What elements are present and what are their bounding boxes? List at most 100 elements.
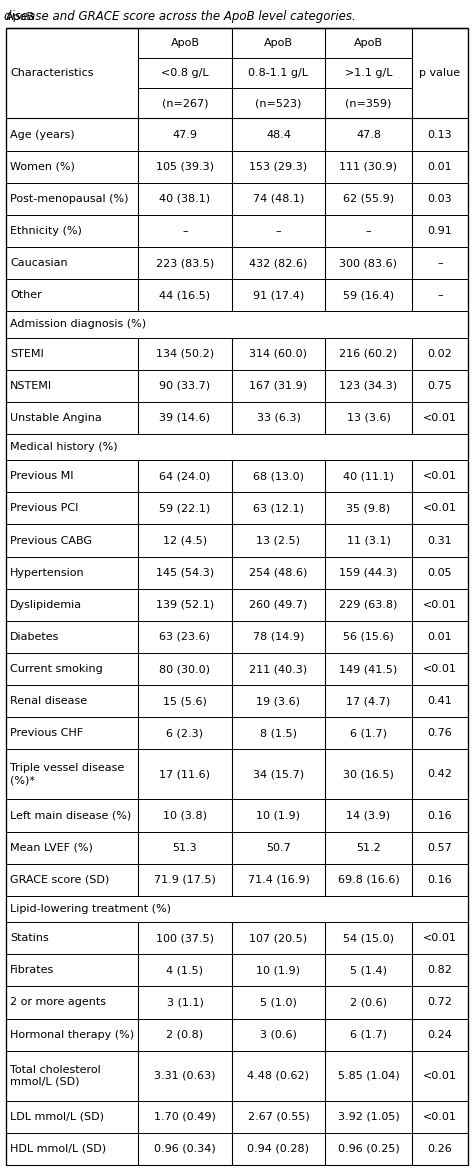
Text: 0.8-1.1 g/L: 0.8-1.1 g/L xyxy=(248,68,309,79)
Text: 12 (4.5): 12 (4.5) xyxy=(163,536,207,545)
Text: 17 (4.7): 17 (4.7) xyxy=(346,696,391,707)
Text: 50.7: 50.7 xyxy=(266,843,291,853)
Text: 0.75: 0.75 xyxy=(428,381,452,390)
Text: 0.57: 0.57 xyxy=(428,843,452,853)
Text: ApoB: ApoB xyxy=(171,38,200,48)
Text: 91 (17.4): 91 (17.4) xyxy=(253,291,304,300)
Text: 211 (40.3): 211 (40.3) xyxy=(249,665,308,674)
Text: <0.01: <0.01 xyxy=(423,1071,457,1081)
Text: 69.8 (16.6): 69.8 (16.6) xyxy=(337,874,400,885)
Text: 149 (41.5): 149 (41.5) xyxy=(339,665,398,674)
Text: 10 (1.9): 10 (1.9) xyxy=(256,811,301,820)
Text: 63 (23.6): 63 (23.6) xyxy=(159,632,210,642)
Text: <0.01: <0.01 xyxy=(423,933,457,943)
Text: 17 (11.6): 17 (11.6) xyxy=(159,770,210,779)
Text: 0.05: 0.05 xyxy=(428,567,452,578)
Text: 134 (50.2): 134 (50.2) xyxy=(156,348,214,359)
Text: 2 (0.8): 2 (0.8) xyxy=(166,1030,203,1040)
Text: 34 (15.7): 34 (15.7) xyxy=(253,770,304,779)
Text: 59 (16.4): 59 (16.4) xyxy=(343,291,394,300)
Text: 80 (30.0): 80 (30.0) xyxy=(159,665,210,674)
Text: 5 (1.4): 5 (1.4) xyxy=(350,966,387,975)
Bar xyxy=(6,312,468,338)
Text: 59 (22.1): 59 (22.1) xyxy=(159,504,210,513)
Bar xyxy=(6,895,468,922)
Text: 0.01: 0.01 xyxy=(428,632,452,642)
Text: 8 (1.5): 8 (1.5) xyxy=(260,729,297,738)
Text: <0.01: <0.01 xyxy=(423,665,457,674)
Text: NSTEMI: NSTEMI xyxy=(10,381,52,390)
Text: 123 (34.3): 123 (34.3) xyxy=(339,381,398,390)
Text: Total cholesterol
mmol/L (SD): Total cholesterol mmol/L (SD) xyxy=(10,1064,101,1086)
Text: Other: Other xyxy=(10,291,42,300)
Text: 19 (3.6): 19 (3.6) xyxy=(256,696,301,707)
Text: 2.67 (0.55): 2.67 (0.55) xyxy=(247,1112,310,1122)
Text: 3.92 (1.05): 3.92 (1.05) xyxy=(337,1112,400,1122)
Text: 111 (30.9): 111 (30.9) xyxy=(339,162,398,172)
Text: –: – xyxy=(437,291,443,300)
Text: ApoB: ApoB xyxy=(354,38,383,48)
Text: 254 (48.6): 254 (48.6) xyxy=(249,567,308,578)
Text: 62 (55.9): 62 (55.9) xyxy=(343,193,394,204)
Text: 0.13: 0.13 xyxy=(428,130,452,139)
Text: 1.70 (0.49): 1.70 (0.49) xyxy=(154,1112,216,1122)
Text: <0.01: <0.01 xyxy=(423,1112,457,1122)
Text: 0.16: 0.16 xyxy=(428,811,452,820)
Text: Dyslipidemia: Dyslipidemia xyxy=(10,600,82,609)
Text: 10 (3.8): 10 (3.8) xyxy=(163,811,207,820)
Text: ApoB: ApoB xyxy=(6,12,35,22)
Text: 33 (6.3): 33 (6.3) xyxy=(256,413,301,423)
Text: Characteristics: Characteristics xyxy=(10,68,93,79)
Text: Post-menopausal (%): Post-menopausal (%) xyxy=(10,193,128,204)
Text: 71.4 (16.9): 71.4 (16.9) xyxy=(247,874,310,885)
Text: Previous PCI: Previous PCI xyxy=(10,504,78,513)
Text: Previous MI: Previous MI xyxy=(10,471,73,482)
Text: Unstable Angina: Unstable Angina xyxy=(10,413,102,423)
Text: –: – xyxy=(365,226,371,236)
Text: 40 (38.1): 40 (38.1) xyxy=(159,193,210,204)
Text: (n=523): (n=523) xyxy=(255,98,301,108)
Text: (n=267): (n=267) xyxy=(162,98,208,108)
Text: Statins: Statins xyxy=(10,933,49,943)
Text: 0.41: 0.41 xyxy=(428,696,452,707)
Text: –: – xyxy=(437,258,443,268)
Bar xyxy=(6,434,468,461)
Text: Medical history (%): Medical history (%) xyxy=(10,442,118,452)
Text: Triple vessel disease
(%)*: Triple vessel disease (%)* xyxy=(10,763,124,785)
Text: 35 (9.8): 35 (9.8) xyxy=(346,504,391,513)
Text: Mean LVEF (%): Mean LVEF (%) xyxy=(10,843,93,853)
Text: 5 (1.0): 5 (1.0) xyxy=(260,997,297,1008)
Text: 90 (33.7): 90 (33.7) xyxy=(159,381,210,390)
Text: 47.9: 47.9 xyxy=(173,130,198,139)
Text: 10 (1.9): 10 (1.9) xyxy=(256,966,301,975)
Text: 68 (13.0): 68 (13.0) xyxy=(253,471,304,482)
Text: 44 (16.5): 44 (16.5) xyxy=(159,291,210,300)
Text: 56 (15.6): 56 (15.6) xyxy=(343,632,394,642)
Text: 107 (20.5): 107 (20.5) xyxy=(249,933,308,943)
Text: 74 (48.1): 74 (48.1) xyxy=(253,193,304,204)
Text: 47.8: 47.8 xyxy=(356,130,381,139)
Text: Fibrates: Fibrates xyxy=(10,966,54,975)
Text: <0.01: <0.01 xyxy=(423,471,457,482)
Text: 0.82: 0.82 xyxy=(428,966,453,975)
Text: 3 (1.1): 3 (1.1) xyxy=(166,997,203,1008)
Text: 6 (1.7): 6 (1.7) xyxy=(350,1030,387,1040)
Text: 14 (3.9): 14 (3.9) xyxy=(346,811,391,820)
Text: 13 (2.5): 13 (2.5) xyxy=(256,536,301,545)
Text: Age (years): Age (years) xyxy=(10,130,74,139)
Text: 159 (44.3): 159 (44.3) xyxy=(339,567,398,578)
Text: –: – xyxy=(182,226,188,236)
Text: 216 (60.2): 216 (60.2) xyxy=(339,348,398,359)
Text: 0.01: 0.01 xyxy=(428,162,452,172)
Text: 11 (3.1): 11 (3.1) xyxy=(346,536,391,545)
Text: 4 (1.5): 4 (1.5) xyxy=(166,966,203,975)
Text: 167 (31.9): 167 (31.9) xyxy=(249,381,308,390)
Text: p value: p value xyxy=(419,68,461,79)
Text: <0.01: <0.01 xyxy=(423,413,457,423)
Text: Renal disease: Renal disease xyxy=(10,696,87,707)
Text: (n=359): (n=359) xyxy=(346,98,392,108)
Text: 314 (60.0): 314 (60.0) xyxy=(249,348,308,359)
Text: 15 (5.6): 15 (5.6) xyxy=(163,696,207,707)
Text: 2 or more agents: 2 or more agents xyxy=(10,997,106,1008)
Text: <0.01: <0.01 xyxy=(423,600,457,609)
